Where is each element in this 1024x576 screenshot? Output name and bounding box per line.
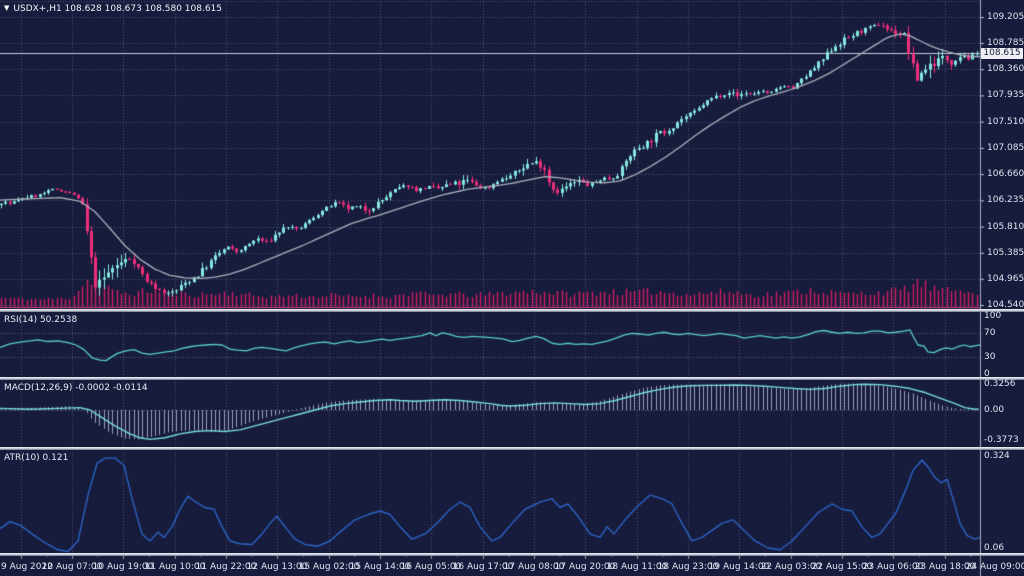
time-tick-label: 10 Aug 07:00 xyxy=(41,562,103,572)
time-tick-label: 16 Aug 17:00 xyxy=(452,562,514,572)
atr-tick-label: 0.06 xyxy=(984,543,1005,553)
macd-tick-label: -0.3773 xyxy=(984,435,1019,445)
price-tick-label: 105.810 xyxy=(987,222,1024,232)
rsi-tick-label: 30 xyxy=(984,352,996,362)
macd-tick-label: 0.3256 xyxy=(984,379,1016,389)
current-price-badge: 108.615 xyxy=(981,48,1023,59)
time-tick-label: 9 Aug 2022 xyxy=(1,562,53,572)
time-tick-label: 18 Aug 23:00 xyxy=(657,562,719,572)
panel-separator[interactable] xyxy=(0,447,1024,450)
price-tick-label: 107.510 xyxy=(987,117,1024,127)
time-tick-label: 18 Aug 11:00 xyxy=(606,562,668,572)
panel-separator[interactable] xyxy=(0,309,1024,312)
time-tick-label: 17 Aug 08:00 xyxy=(503,562,565,572)
rsi-tick-label: 100 xyxy=(984,311,1002,321)
price-tick-label: 108.360 xyxy=(987,64,1024,74)
chart-expander-icon[interactable]: ▼ xyxy=(4,4,10,12)
time-tick-label: 22 Aug 15:00 xyxy=(811,562,873,572)
price-tick-label: 106.660 xyxy=(987,169,1024,179)
rsi-indicator-label: RSI(14) 50.2538 xyxy=(4,315,78,325)
price-tick-label: 106.235 xyxy=(987,195,1024,205)
time-tick-label: 15 Aug 02:00 xyxy=(298,562,360,572)
time-tick-label: 17 Aug 20:00 xyxy=(554,562,616,572)
time-tick-label: 19 Aug 14:00 xyxy=(708,562,770,572)
price-tick-label: 107.085 xyxy=(987,143,1024,153)
macd-tick-label: 0.00 xyxy=(984,405,1005,415)
time-tick-label: 10 Aug 19:00 xyxy=(92,562,154,572)
price-tick-label: 104.965 xyxy=(987,274,1024,284)
panel-separator[interactable] xyxy=(0,553,1024,556)
time-tick-label: 15 Aug 14:00 xyxy=(349,562,411,572)
time-tick-label: 24 Aug 09:00 xyxy=(965,562,1024,572)
time-tick-label: 16 Aug 05:00 xyxy=(400,562,462,572)
price-tick-label: 104.540 xyxy=(987,300,1024,310)
price-tick-label: 107.935 xyxy=(987,90,1024,100)
rsi-tick-label: 0 xyxy=(984,369,990,379)
price-tick-label: 105.385 xyxy=(987,248,1024,258)
time-tick-label: 23 Aug 06:00 xyxy=(862,562,924,572)
symbol-ohlc-label: USDX+,H1 108.628 108.673 108.580 108.615 xyxy=(13,4,222,14)
time-tick-label: 11 Aug 10:00 xyxy=(144,562,206,572)
time-tick-label: 11 Aug 22:00 xyxy=(195,562,257,572)
time-tick-label: 22 Aug 03:00 xyxy=(760,562,822,572)
chart-header: ▼ USDX+,H1 108.628 108.673 108.580 108.61… xyxy=(4,3,222,15)
rsi-tick-label: 70 xyxy=(984,328,996,338)
panel-separator[interactable] xyxy=(0,377,1024,380)
atr-tick-label: 0.324 xyxy=(984,451,1010,461)
price-tick-label: 108.785 xyxy=(987,38,1024,48)
macd-indicator-label: MACD(12,26,9) -0.0002 -0.0114 xyxy=(4,383,148,393)
time-tick-label: 23 Aug 18:00 xyxy=(914,562,976,572)
atr-indicator-label: ATR(10) 0.121 xyxy=(4,453,69,463)
price-tick-label: 109.205 xyxy=(987,12,1024,22)
time-tick-label: 12 Aug 13:00 xyxy=(246,562,308,572)
